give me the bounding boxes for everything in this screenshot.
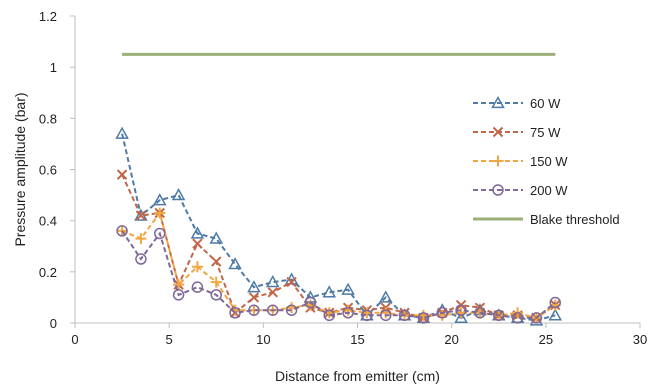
series-150-w — [116, 207, 561, 324]
plot-series — [115, 52, 563, 326]
data-point — [286, 276, 297, 288]
y-tick-label: 1 — [50, 60, 57, 75]
legend-item-75-w: 75 W — [473, 125, 561, 140]
data-point — [417, 312, 430, 324]
legend-marker — [492, 155, 504, 167]
data-point — [152, 193, 167, 206]
x-tick-label: 25 — [539, 332, 553, 347]
legend-item-200-w: 200 W — [473, 183, 568, 198]
data-point — [530, 312, 543, 324]
x-tick-label: 20 — [444, 332, 458, 347]
x-tick-label: 0 — [71, 332, 78, 347]
legend-item-blake-threshold: Blake threshold — [473, 212, 620, 227]
data-point — [229, 307, 241, 319]
legend-item-150-w: 150 W — [473, 154, 568, 169]
data-point — [380, 309, 392, 322]
data-point — [378, 290, 393, 303]
data-point — [190, 226, 205, 239]
data-point — [323, 309, 335, 322]
data-point — [247, 280, 261, 293]
data-point — [116, 169, 128, 180]
series-200-w — [116, 225, 561, 324]
data-point — [548, 308, 563, 321]
x-tick-label: 15 — [350, 332, 364, 347]
x-tick-label: 5 — [166, 332, 173, 347]
legend-marker — [492, 184, 504, 196]
data-point — [209, 231, 224, 244]
legend-label: 60 W — [530, 96, 561, 111]
legend-item-60-w: 60 W — [473, 95, 561, 111]
data-point — [267, 287, 278, 298]
y-tick-label: 0 — [50, 316, 57, 331]
data-point — [248, 304, 260, 316]
legend: 60 W 75 W 150 W 200 W Blake threshold — [473, 95, 620, 227]
data-point — [191, 261, 203, 273]
data-point — [265, 275, 280, 288]
y-axis-title: Pressure amplitude (bar) — [12, 92, 28, 246]
legend-label: 150 W — [530, 154, 568, 169]
data-point — [135, 210, 147, 221]
data-point — [455, 304, 467, 316]
data-point — [135, 233, 147, 245]
x-tick-labels: 0 5 10 15 20 25 30 — [71, 323, 647, 347]
data-point — [304, 296, 317, 309]
series-line-75-w — [121, 174, 556, 319]
data-point — [116, 225, 128, 237]
data-point — [210, 276, 222, 288]
x-tick-label: 30 — [633, 332, 647, 347]
y-tick-label: 0.2 — [39, 265, 57, 280]
data-point — [192, 238, 203, 249]
legend-marker — [491, 95, 505, 109]
legend-label: 200 W — [530, 183, 568, 198]
data-point — [211, 256, 222, 267]
series-line-200-w — [121, 230, 556, 319]
x-tick-label: 10 — [256, 332, 270, 347]
data-point — [398, 309, 411, 322]
legend-marker — [492, 126, 504, 138]
data-point — [116, 225, 128, 237]
data-point — [228, 257, 242, 270]
data-point — [436, 307, 448, 319]
y-tick-label: 1.2 — [39, 9, 57, 24]
y-tick-label: 0.8 — [39, 111, 57, 126]
data-point — [134, 208, 148, 221]
data-point — [474, 307, 486, 319]
legend-label: 75 W — [530, 125, 561, 140]
x-axis-title: Distance from emitter (cm) — [275, 368, 440, 384]
series-line-150-w — [121, 210, 556, 319]
y-tick-label: 0.4 — [39, 214, 57, 229]
legend-label: Blake threshold — [530, 212, 620, 227]
data-point — [191, 281, 204, 293]
data-point — [361, 309, 373, 322]
data-point — [267, 304, 279, 316]
data-point — [341, 282, 355, 295]
data-point — [248, 292, 260, 303]
data-point — [454, 310, 468, 324]
data-point — [154, 227, 166, 240]
y-tick-labels: 0 0.2 0.4 0.6 0.8 1 1.2 — [39, 9, 75, 331]
axes — [74, 16, 640, 324]
data-point — [549, 296, 561, 309]
data-point — [173, 279, 185, 291]
data-point — [342, 307, 354, 319]
data-point — [322, 285, 337, 298]
data-point — [493, 309, 505, 322]
data-point — [285, 304, 298, 316]
data-point — [171, 188, 186, 201]
data-point — [154, 207, 166, 219]
data-point — [172, 289, 185, 301]
data-point — [135, 253, 147, 265]
data-point — [511, 312, 524, 324]
y-tick-label: 0.6 — [39, 163, 57, 178]
data-point — [115, 126, 129, 139]
data-point — [210, 289, 222, 301]
